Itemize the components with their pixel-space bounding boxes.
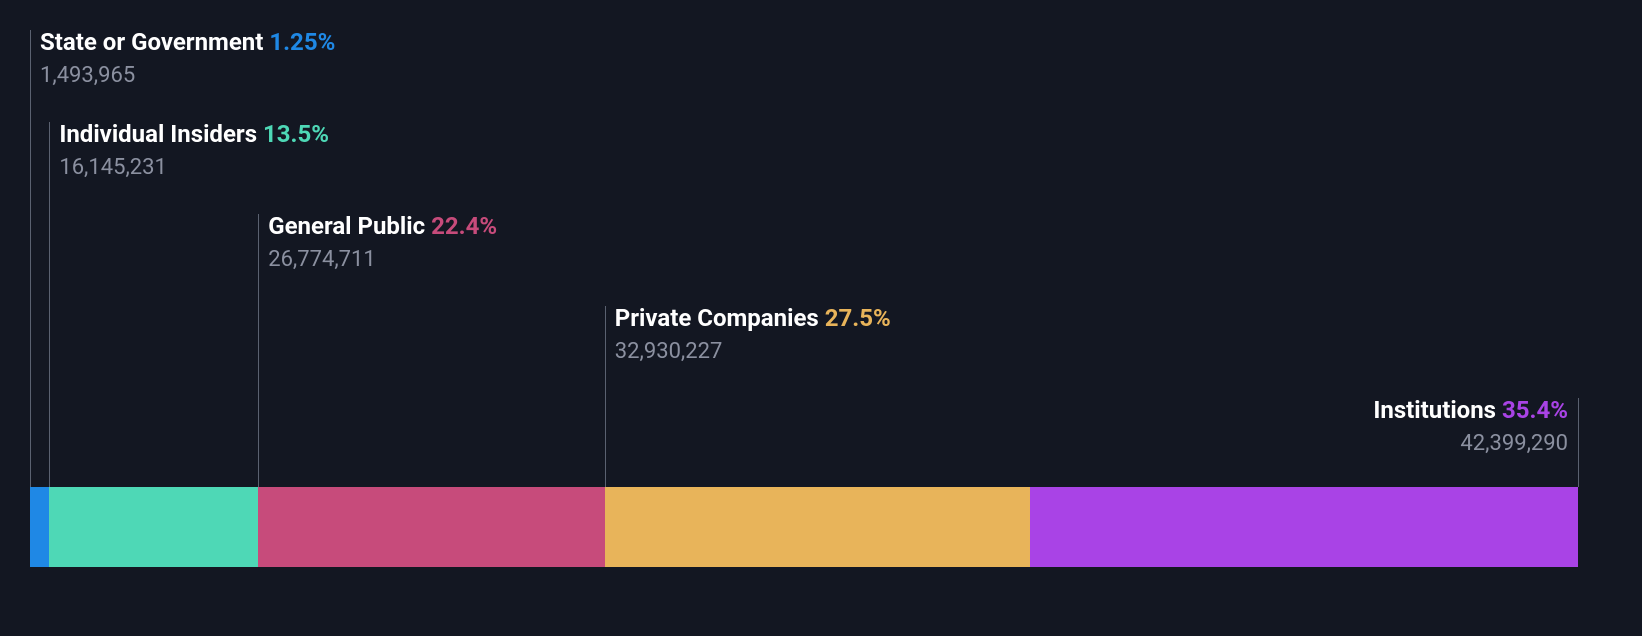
ownership-breakdown-chart: State or Government 1.25% 1,493,965 Indivi… (0, 0, 1642, 636)
segment-individual-insiders[interactable] (49, 487, 258, 567)
category-name: State or Government (40, 28, 263, 56)
category-percent: 1.25% (269, 28, 335, 56)
category-name: Institutions (1373, 396, 1496, 424)
category-value: 32,930,227 (615, 339, 891, 365)
segment-private-companies[interactable] (605, 487, 1030, 567)
label-private-companies: Private Companies 27.5% 32,930,227 (615, 304, 891, 365)
stacked-bar-track (30, 487, 1578, 567)
category-percent: 13.5% (263, 120, 329, 148)
category-percent: 35.4% (1502, 396, 1568, 424)
label-state-gov: State or Government 1.25% 1,493,965 (40, 28, 335, 89)
segment-general-public[interactable] (258, 487, 605, 567)
label-line1-state-gov: State or Government 1.25% (40, 28, 335, 57)
label-line1-individual-insiders: Individual Insiders 13.5% (59, 120, 329, 149)
category-percent: 27.5% (825, 304, 891, 332)
tick-individual-insiders (49, 122, 50, 487)
label-individual-insiders: Individual Insiders 13.5% 16,145,231 (59, 120, 329, 181)
segment-institutions[interactable] (1030, 487, 1578, 567)
segment-state-gov[interactable] (30, 487, 49, 567)
label-institutions: Institutions 35.4% 42,399,290 (1373, 396, 1568, 457)
category-value: 16,145,231 (59, 155, 329, 181)
category-name: Private Companies (615, 304, 819, 332)
category-value: 1,493,965 (40, 63, 335, 89)
tick-institutions (1578, 398, 1579, 487)
category-percent: 22.4% (431, 212, 497, 240)
tick-general-public (258, 214, 259, 487)
label-line1-general-public: General Public 22.4% (268, 212, 497, 241)
label-line1-institutions: Institutions 35.4% (1373, 396, 1568, 425)
tick-private-companies (605, 306, 606, 487)
category-name: Individual Insiders (59, 120, 257, 148)
tick-state-gov (30, 30, 31, 487)
category-value: 26,774,711 (268, 247, 497, 273)
label-general-public: General Public 22.4% 26,774,711 (268, 212, 497, 273)
category-name: General Public (268, 212, 425, 240)
label-line1-private-companies: Private Companies 27.5% (615, 304, 891, 333)
category-value: 42,399,290 (1373, 431, 1568, 457)
